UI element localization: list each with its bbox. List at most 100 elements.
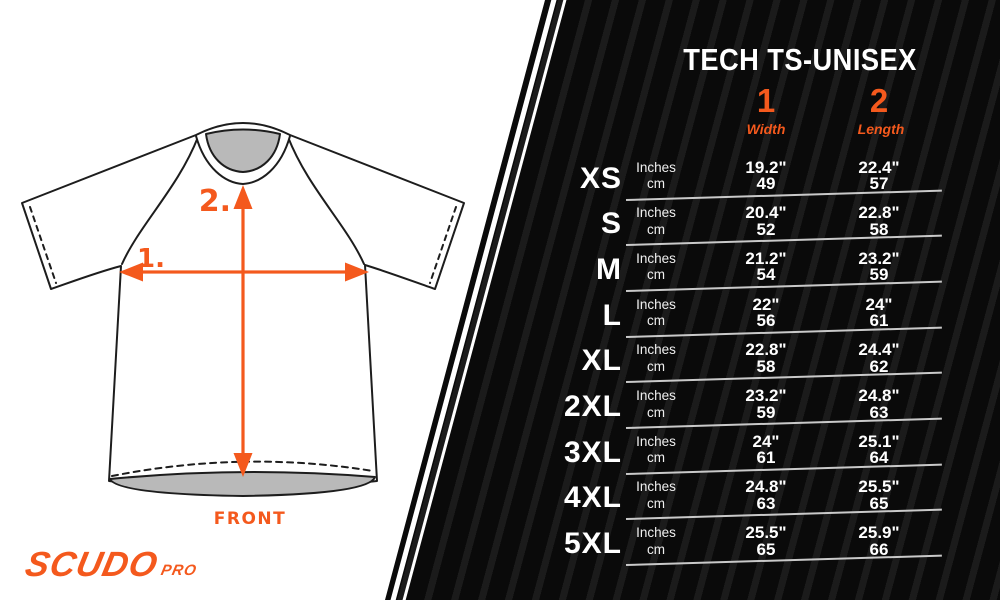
unit-cm-label: cm (647, 267, 665, 283)
unit-labels: Inches cm (626, 479, 686, 512)
length-inches-value: 25.1" (858, 431, 900, 451)
unit-labels: Inches cm (626, 342, 686, 375)
width-cm-value: 54 (756, 265, 776, 285)
length-inches-value: 23.2" (858, 248, 900, 268)
front-label: FRONT (214, 509, 286, 529)
unit-inches-label: Inches (636, 250, 676, 266)
unit-inches-label: Inches (636, 433, 676, 449)
length-inches-value: 24" (865, 294, 893, 314)
length-inches-value: 25.5" (858, 477, 900, 497)
brand-suffix: PRO (159, 562, 199, 579)
width-inches-value: 22.8" (745, 340, 787, 360)
size-row: XS Inches cm 19.2" 49 22.4" 57 (385, 157, 1000, 201)
length-values: 22.4" 57 (839, 157, 919, 193)
raglan-seam-right (287, 136, 365, 265)
column-length-label: Length (857, 121, 905, 137)
size-label: 5XL (563, 527, 622, 561)
size-label: S (600, 207, 622, 241)
unit-inches-label: Inches (636, 205, 676, 221)
unit-inches-label: Inches (636, 525, 676, 541)
unit-inches-label: Inches (636, 479, 676, 495)
brand-name: SCUDO (21, 545, 162, 584)
length-cm-value: 64 (869, 448, 889, 468)
unit-cm-label: cm (647, 176, 665, 191)
width-arrow (119, 262, 369, 282)
length-cm-value: 59 (869, 265, 889, 285)
length-values: 25.9" 66 (839, 523, 919, 559)
width-cm-value: 65 (756, 539, 776, 559)
unit-inches-label: Inches (636, 159, 676, 175)
size-label: XL (581, 344, 622, 378)
length-inches-value: 25.9" (858, 523, 900, 543)
width-inches-value: 20.4" (745, 203, 787, 223)
length-cm-value: 66 (869, 539, 889, 559)
size-row: M Inches cm 21.2" 54 23.2" 59 (385, 248, 1000, 292)
width-values: 24" 61 (726, 433, 806, 468)
unit-labels: Inches cm (626, 297, 686, 330)
unit-cm-label: cm (647, 450, 665, 466)
chart-title: TECH TS-UNISEX (683, 42, 917, 77)
unit-cm-label: cm (647, 221, 665, 237)
length-inches-value: 22.8" (858, 203, 900, 223)
length-cm-value: 63 (869, 402, 889, 422)
size-row: XL Inches cm 22.8" 58 24.4" 62 (385, 339, 1000, 383)
length-cm-value: 62 (869, 356, 889, 376)
column-2-number: 2 (869, 82, 889, 119)
width-cm-value: 52 (756, 219, 776, 239)
width-inches-value: 25.5" (745, 523, 787, 543)
width-inches-value: 22" (752, 294, 780, 314)
length-arrow (233, 185, 253, 477)
width-marker-label: 1. (137, 244, 165, 274)
unit-labels: Inches cm (626, 525, 686, 558)
width-values: 25.5" 65 (726, 523, 806, 559)
width-values: 19.2" 49 (726, 159, 806, 193)
size-label: XS (579, 161, 622, 195)
width-values: 20.4" 52 (726, 203, 806, 239)
unit-cm-label: cm (647, 313, 665, 329)
width-inches-value: 23.2" (745, 386, 787, 405)
size-label: L (602, 298, 622, 332)
column-width-label: Width (746, 121, 786, 137)
length-values: 24" 61 (839, 294, 919, 330)
column-1-number: 1 (756, 82, 776, 119)
width-cm-value: 49 (756, 174, 776, 193)
unit-cm-label: cm (647, 495, 665, 511)
brand-logo: SCUDO PRO (21, 545, 201, 584)
hem-shadow (109, 470, 376, 497)
width-values: 22" 56 (726, 294, 806, 330)
unit-labels: Inches cm (626, 205, 686, 238)
size-label: 4XL (563, 481, 622, 515)
unit-labels: Inches cm (626, 388, 686, 421)
unit-inches-label: Inches (636, 342, 676, 358)
length-values: 22.8" 58 (839, 203, 919, 239)
size-row: 3XL Inches cm 24" 61 25.1" 64 (385, 431, 1000, 475)
raglan-seam-left (121, 136, 199, 265)
length-marker-label: 2. (199, 184, 231, 219)
size-label: 2XL (563, 390, 622, 423)
length-values: 23.2" 59 (839, 248, 919, 285)
length-cm-value: 58 (869, 219, 889, 239)
size-row: 5XL Inches cm 25.5" 65 25.9" 66 (385, 522, 1000, 566)
size-row: 4XL Inches cm 24.8" 63 25.5" 65 (385, 476, 1000, 520)
width-values: 24.8" 63 (726, 479, 806, 512)
unit-inches-label: Inches (636, 388, 676, 403)
width-cm-value: 61 (756, 448, 776, 468)
size-row: L Inches cm 22" 56 24" 61 (385, 294, 1000, 338)
width-values: 22.8" 58 (726, 342, 806, 375)
sleeve-stitch-left (29, 206, 57, 284)
length-inches-value: 22.4" (858, 157, 900, 177)
unit-cm-label: cm (647, 541, 665, 557)
width-cm-value: 58 (756, 356, 776, 376)
sleeve-stitch-right (429, 206, 457, 284)
width-cm-value: 63 (756, 493, 776, 513)
unit-cm-label: cm (647, 404, 665, 420)
unit-labels: Inches cm (626, 251, 686, 284)
width-cm-value: 59 (756, 402, 776, 422)
length-values: 25.5" 65 (839, 479, 919, 512)
unit-labels: Inches cm (626, 434, 686, 467)
unit-labels: Inches cm (626, 160, 686, 193)
length-inches-value: 24.4" (858, 340, 900, 360)
size-row: S Inches cm 20.4" 52 22.8" 58 (385, 202, 1000, 246)
width-inches-value: 21.2" (745, 248, 787, 268)
